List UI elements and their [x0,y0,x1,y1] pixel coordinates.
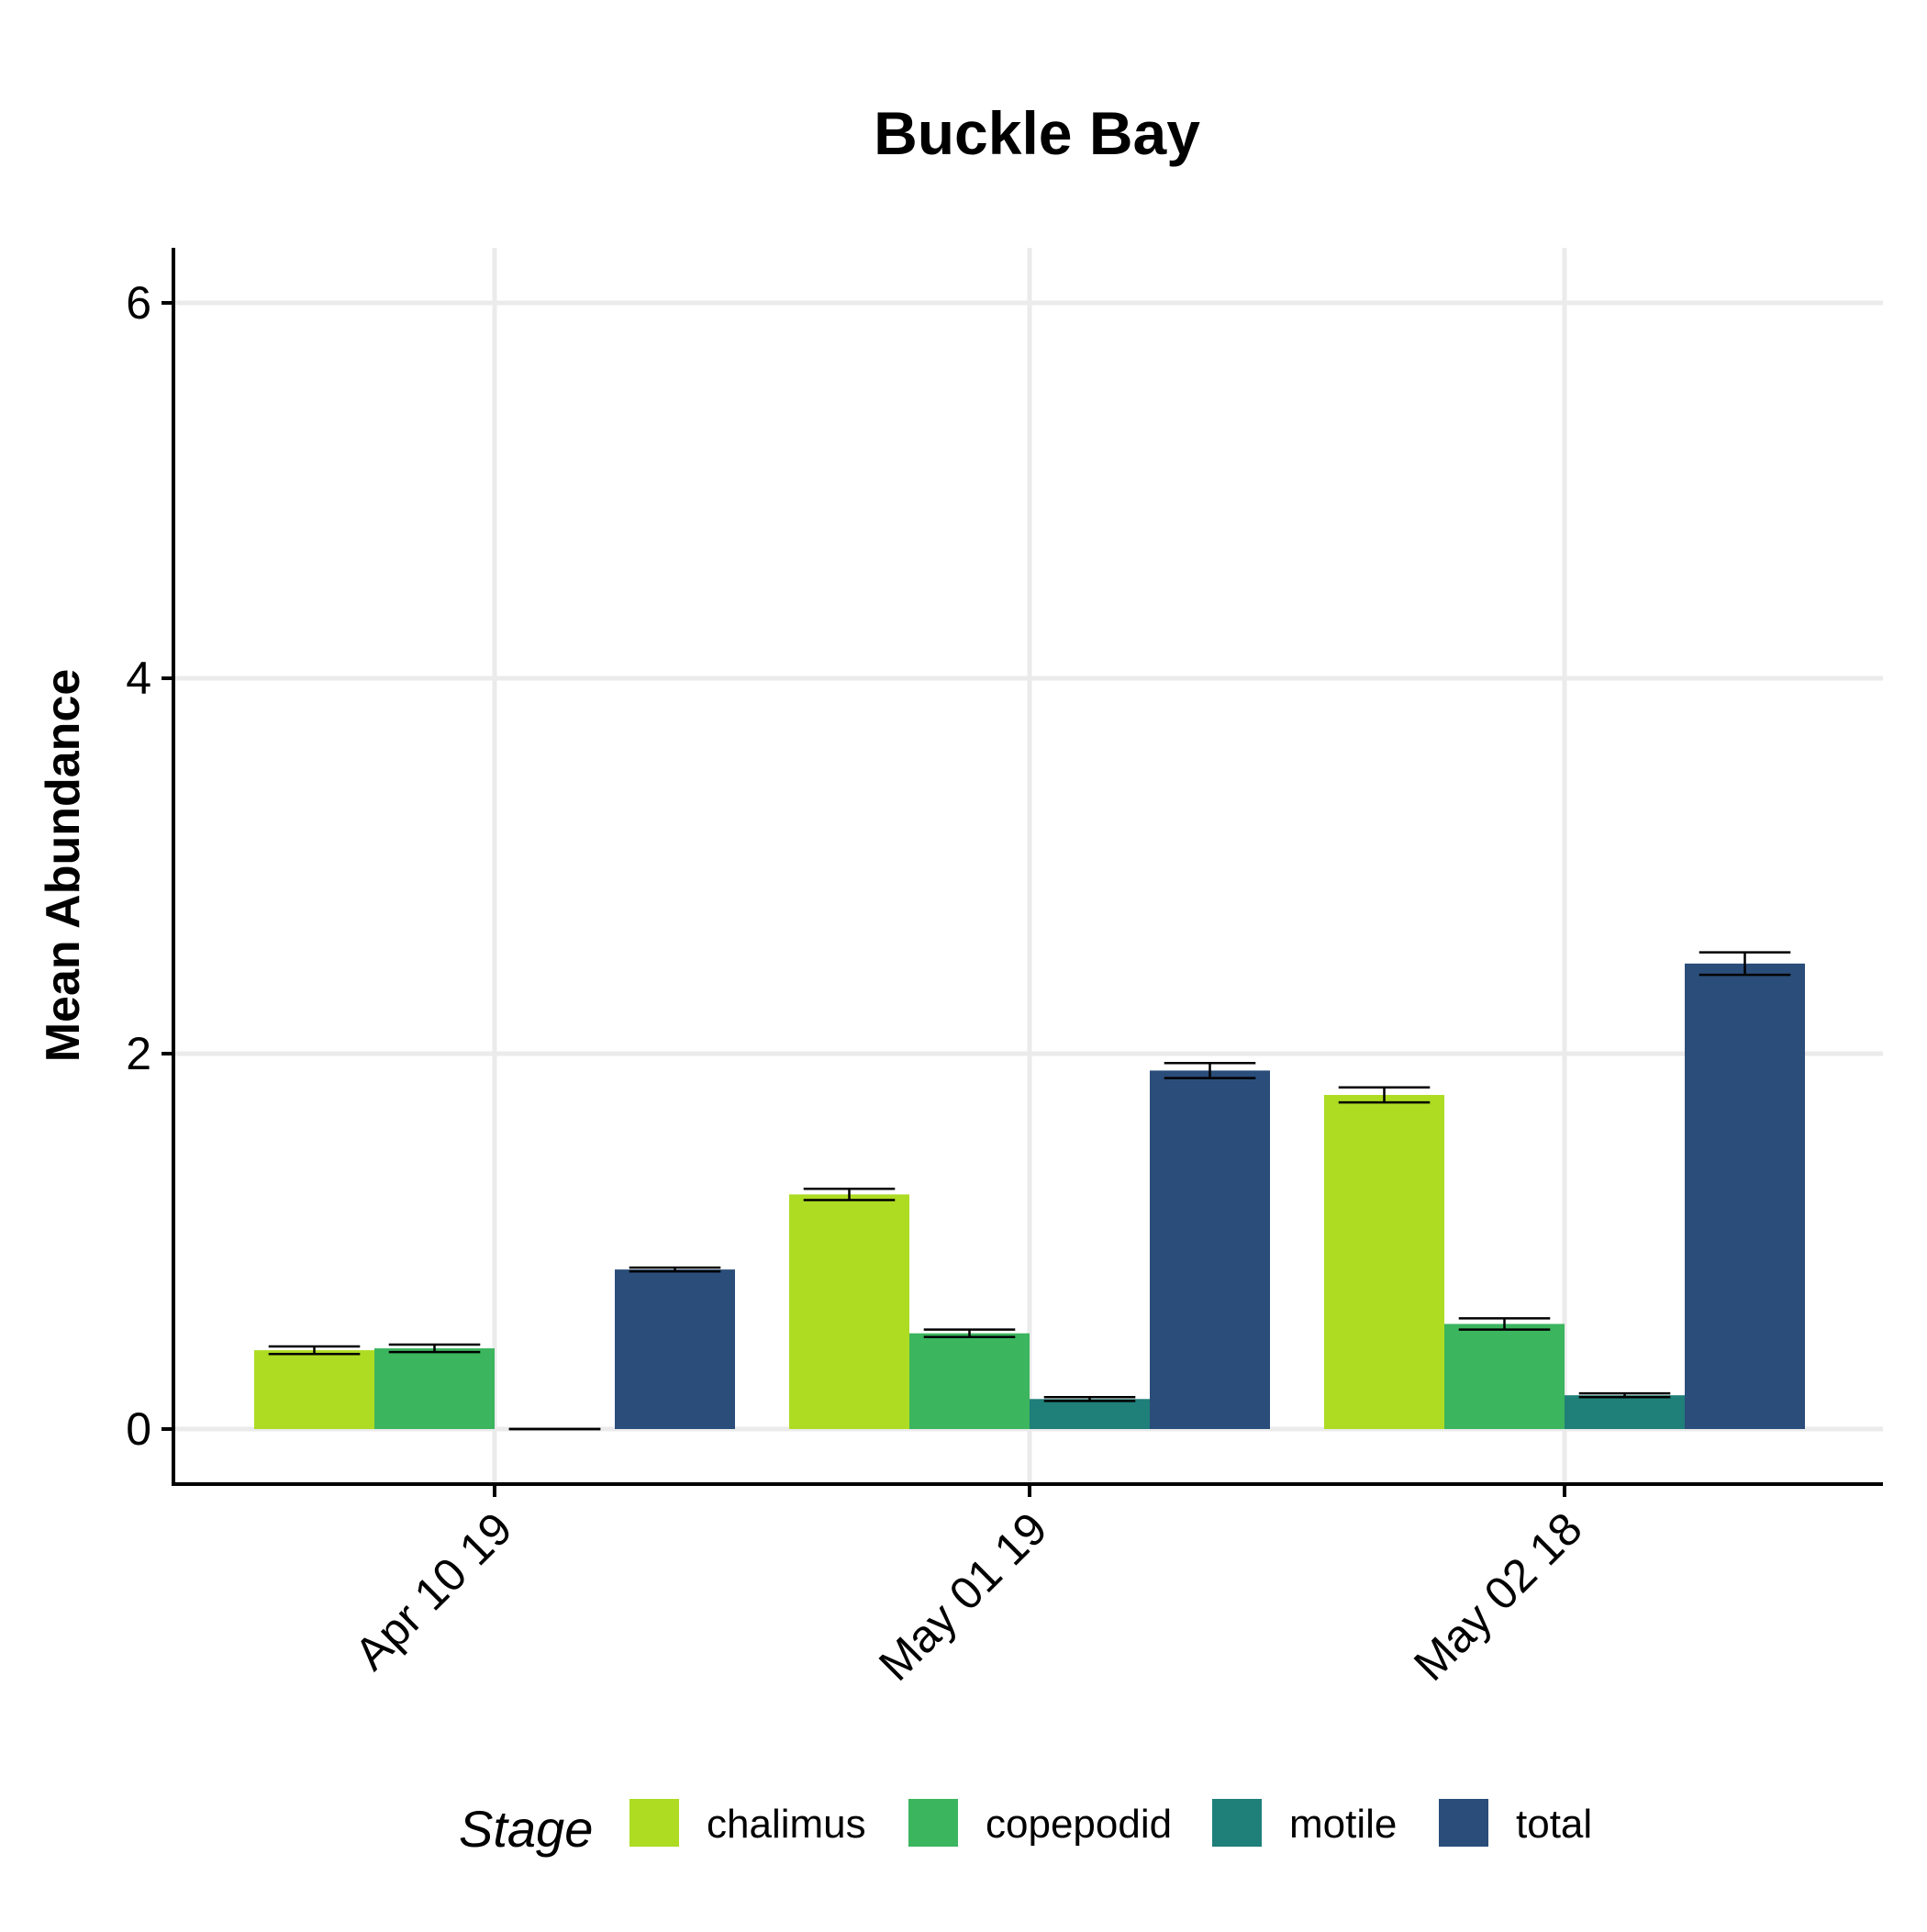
bars [254,963,1805,1429]
bar-motile [1030,1399,1150,1429]
legend-label-total: total [1516,1802,1592,1847]
legend-label-motile: motile [1289,1802,1397,1847]
legend: Stage chalimus copepodid motile total [459,1799,1592,1858]
bar-copepodid [1444,1323,1565,1429]
grid-lines [173,248,1883,1484]
y-tick-label: 0 [126,1403,151,1455]
bar-chalimus [789,1194,909,1429]
bar-copepodid [909,1333,1030,1429]
legend-key-total [1439,1799,1488,1847]
x-tick-label: May 02 18 [1404,1502,1592,1691]
legend-label-chalimus: chalimus [707,1802,866,1847]
bar-chalimus [1324,1094,1444,1429]
chart-title: Buckle Bay [874,99,1200,167]
bar-copepodid [374,1348,495,1429]
legend-label-copepodid: copepodid [986,1802,1172,1847]
bar-total [1685,963,1805,1429]
legend-title: Stage [459,1800,593,1858]
y-tick-label: 4 [126,653,151,704]
y-axis-label: Mean Abundance [37,669,90,1063]
y-tick-label: 6 [126,277,151,329]
bar-total [1150,1070,1270,1429]
legend-key-chalimus [629,1799,679,1847]
error-bars [268,951,1791,1431]
y-axis: 0 2 4 6 [126,277,173,1455]
y-tick-label: 2 [126,1028,151,1079]
legend-key-copepodid [908,1799,958,1847]
bar-motile [1565,1395,1685,1429]
x-tick-label: Apr 10 19 [345,1502,522,1680]
x-axis: Apr 10 19 May 01 19 May 02 18 [345,1484,1592,1691]
bar-chalimus [254,1350,374,1429]
x-tick-label: May 01 19 [869,1502,1057,1691]
bar-total [615,1269,735,1429]
legend-key-motile [1212,1799,1262,1847]
